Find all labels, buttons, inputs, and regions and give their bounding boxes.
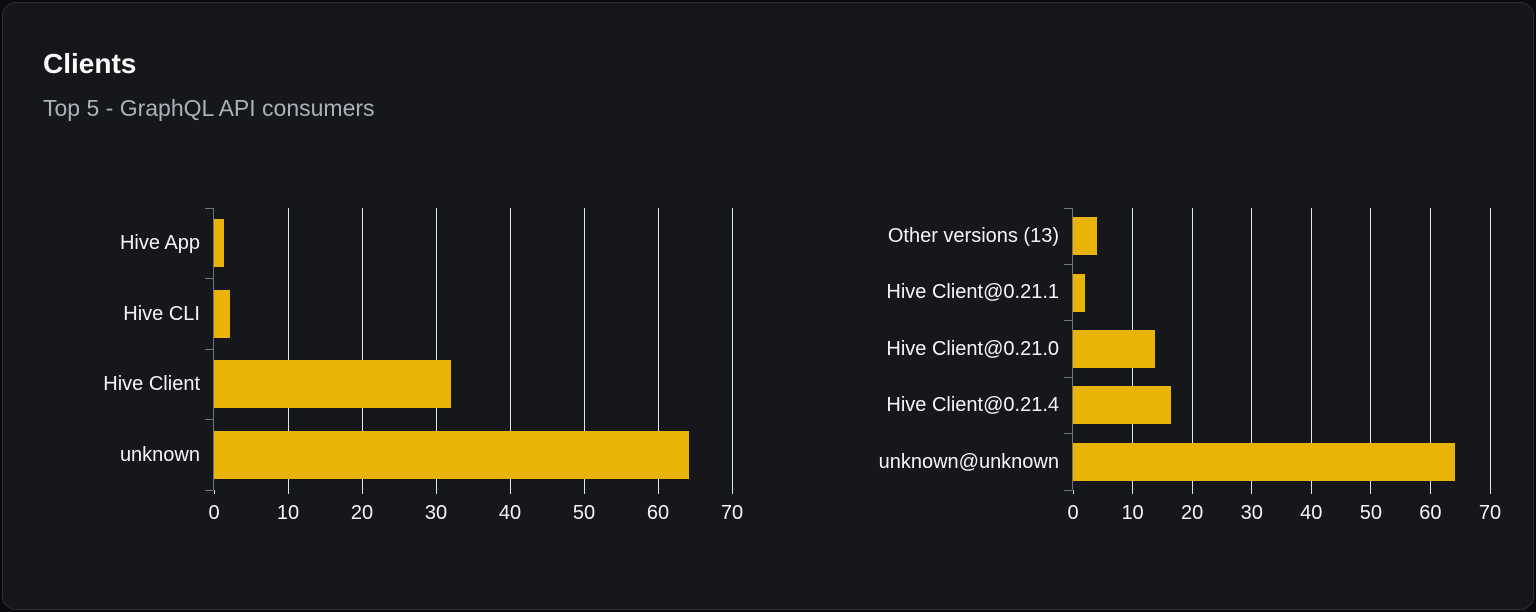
y-axis-line — [213, 208, 214, 490]
bar-hive-client-0-21-1[interactable] — [1073, 273, 1085, 312]
x-axis-tick — [583, 490, 585, 494]
x-axis-tick — [1132, 490, 1134, 494]
x-tick-label: 20 — [1181, 502, 1204, 524]
x-axis-tick — [361, 490, 363, 494]
gridline — [287, 208, 289, 490]
y-axis-tick — [1064, 489, 1072, 491]
gridline — [731, 208, 733, 490]
gridline — [657, 208, 659, 490]
gridline — [583, 208, 585, 490]
y-axis-tick — [205, 278, 213, 279]
bar-hive-client-0-21-4[interactable] — [1073, 386, 1172, 425]
x-tick-label: 50 — [572, 502, 596, 524]
y-axis-tick — [205, 489, 213, 491]
x-tick-label: 10 — [1121, 502, 1144, 524]
x-axis-tick — [1370, 490, 1372, 494]
x-axis-tick — [731, 490, 733, 494]
gridline — [435, 208, 437, 490]
x-tick-label: 70 — [1478, 502, 1502, 524]
x-tick-label: 40 — [498, 502, 522, 524]
x-axis-tick — [1072, 490, 1074, 494]
x-tick-label: 20 — [350, 502, 374, 524]
gridline — [1429, 208, 1431, 490]
gridline — [509, 208, 511, 490]
y-axis-tick — [205, 419, 213, 420]
gridline — [1191, 208, 1193, 490]
bar-hive-cli[interactable] — [214, 289, 230, 338]
y-axis-tick — [1064, 263, 1072, 265]
x-tick-label: 50 — [1359, 502, 1382, 524]
x-tick-label: 30 — [1240, 502, 1263, 524]
gridline — [1251, 208, 1253, 490]
category-label-unknown-unknown: unknown@unknown — [878, 450, 1059, 473]
x-axis-tick — [657, 490, 659, 494]
x-axis-tick — [435, 490, 437, 494]
category-label-hive-client-0-21-4: Hive Client@0.21.4 — [886, 394, 1059, 417]
x-tick-label: 10 — [276, 502, 300, 524]
category-label-hive-client-0-21-1: Hive Client@0.21.1 — [886, 281, 1059, 304]
x-tick-label: 30 — [424, 502, 448, 524]
x-tick-label: 40 — [1300, 502, 1323, 524]
y-axis-tick — [1064, 320, 1072, 322]
bar-hive-client-0-21-0[interactable] — [1073, 330, 1156, 368]
x-axis-tick — [1310, 490, 1312, 494]
category-label-hive-client: Hive Client — [103, 373, 200, 395]
category-label-hive-cli: Hive CLI — [123, 302, 200, 325]
y-axis-tick — [1064, 433, 1072, 435]
bar-hive-app[interactable] — [214, 219, 225, 268]
x-tick-label: 60 — [1419, 502, 1442, 524]
card-title: Clients — [43, 48, 137, 79]
x-axis-tick — [1489, 490, 1491, 494]
bar-unknown[interactable] — [214, 430, 690, 479]
x-tick-label: 60 — [646, 502, 670, 524]
gridline — [361, 208, 363, 490]
card-subtitle: Top 5 - GraphQL API consumers — [43, 95, 375, 121]
clients-by-name-chart: 0 10 20 30 40 50 60 70 Hive App Hive CLI Hive Clie… — [103, 207, 743, 524]
y-axis-tick — [1064, 207, 1072, 209]
bar-other-versions-13[interactable] — [1073, 217, 1097, 256]
bar-unknown-unknown[interactable] — [1073, 442, 1456, 481]
gridline — [1310, 208, 1312, 490]
y-axis-line — [1072, 208, 1073, 490]
x-axis-tick — [1429, 490, 1431, 494]
x-axis-tick — [1251, 490, 1253, 494]
bar-hive-client[interactable] — [214, 360, 451, 409]
x-tick-label: 70 — [720, 502, 744, 524]
y-axis-tick — [1064, 376, 1072, 378]
y-axis-tick — [205, 348, 213, 350]
gridline — [1489, 208, 1491, 490]
category-label-hive-client-0-21-0: Hive Client@0.21.0 — [886, 337, 1059, 360]
category-label-hive-app: Hive App — [119, 232, 200, 254]
category-label-unknown: unknown — [119, 443, 200, 466]
x-tick-label: 0 — [208, 502, 220, 524]
x-axis-tick — [1191, 490, 1193, 494]
gridline — [1370, 208, 1372, 490]
x-axis-tick — [213, 490, 215, 494]
category-label-other-versions-13: Other versions (13) — [887, 225, 1059, 247]
x-tick-label: 0 — [1067, 502, 1079, 524]
clients-by-version-chart: 0 10 20 30 40 50 60 70 Other versions (13) Hive C… — [879, 207, 1501, 524]
x-axis-tick — [287, 490, 289, 494]
y-axis-tick — [205, 207, 213, 209]
x-axis-tick — [509, 490, 511, 494]
